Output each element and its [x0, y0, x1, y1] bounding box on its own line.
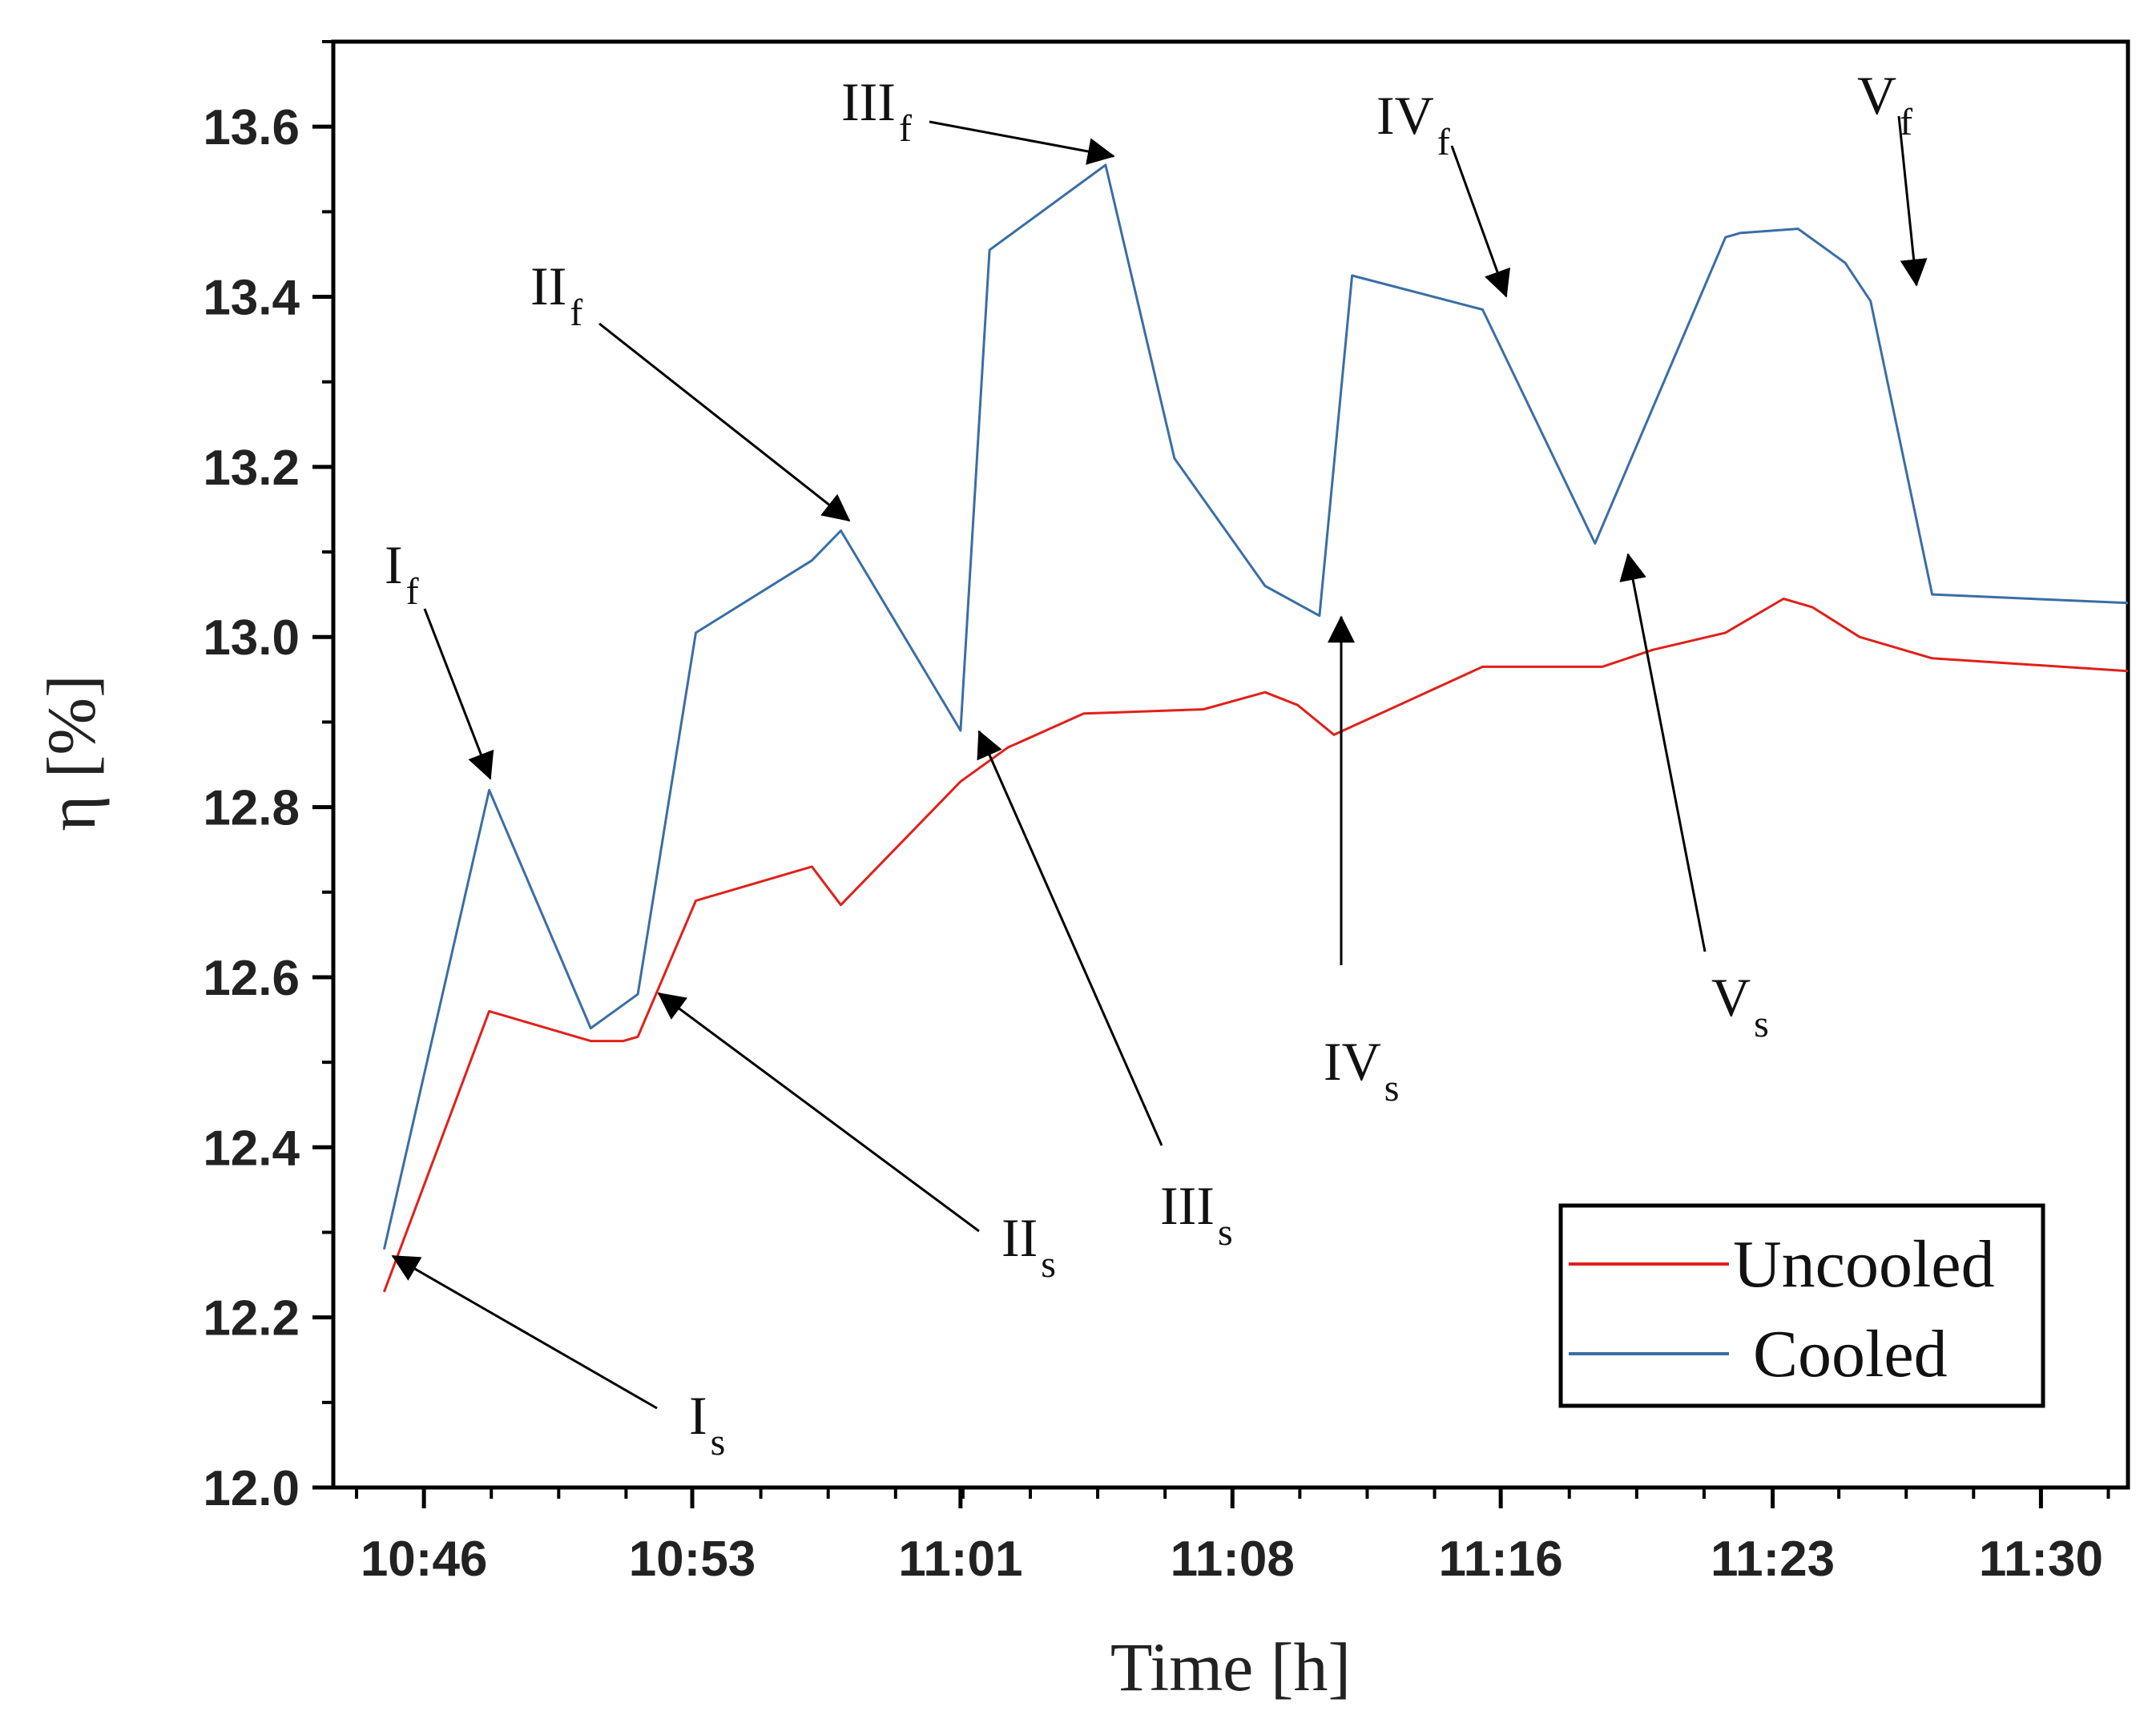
- x-tick-label: 11:16: [1439, 1532, 1563, 1587]
- y-tick-label: 12.2: [203, 1291, 300, 1347]
- x-tick-label: 11:30: [1979, 1532, 2103, 1587]
- annotation-arrow-if: [423, 608, 494, 780]
- y-tick-label: 12.6: [203, 951, 300, 1006]
- x-tick-label: 11:01: [898, 1532, 1022, 1587]
- annotation-label-iiif: IIIf: [841, 71, 912, 150]
- annotation-label-iis: IIs: [1001, 1207, 1056, 1286]
- annotation-label-iiis: IIIs: [1160, 1175, 1233, 1254]
- y-tick-label: 13.2: [203, 441, 300, 496]
- legend: Uncooled Cooled: [1558, 1203, 2045, 1408]
- legend-label-cooled: Cooled: [1753, 1317, 1948, 1391]
- annotation-arrow-is: [391, 1254, 658, 1410]
- legend-label-uncooled: Uncooled: [1733, 1227, 1995, 1302]
- annotation-label-vs: Vs: [1711, 967, 1769, 1045]
- annotation-arrow-iis: [657, 992, 980, 1233]
- x-axis-ticks: 10:46 10:53 11:01 11:08 11:16 11:23 11:30: [355, 1488, 2110, 1587]
- annotation-label-vf: Vf: [1857, 65, 1912, 143]
- annotation-arrow-iiis: [977, 730, 1163, 1146]
- y-tick-label: 12.4: [203, 1121, 300, 1176]
- y-axis-title: η [%]: [33, 674, 110, 831]
- y-tick-label: 13.6: [203, 100, 300, 155]
- x-axis-title: Time [h]: [1110, 1628, 1351, 1705]
- x-tick-label: 11:23: [1711, 1532, 1835, 1587]
- y-tick-label: 12.0: [203, 1461, 300, 1516]
- series-layer: [382, 163, 2129, 1293]
- annotation-label-if: If: [385, 534, 419, 613]
- legend-box: [1558, 1203, 2045, 1408]
- annotation-arrow-iiif: [929, 120, 1115, 165]
- series-line-cooled: [382, 163, 2129, 1250]
- series-line-uncooled: [382, 598, 2129, 1293]
- y-axis-ticks: 12.0 12.2 12.4 12.6 12.8 13.0 13.2 13.4 13.6: [203, 40, 333, 1516]
- annotation-label-iif: IIf: [530, 256, 582, 334]
- y-tick-label: 13.4: [203, 271, 300, 326]
- annotation-arrow-iif: [598, 322, 851, 522]
- y-tick-label: 13.0: [203, 610, 300, 666]
- annotation-label-is: Is: [689, 1385, 725, 1463]
- annotation-arrow-vf: [1897, 115, 1928, 287]
- annotation-arrow-vs: [1619, 553, 1707, 952]
- x-tick-label: 10:53: [629, 1532, 756, 1587]
- x-tick-label: 11:08: [1171, 1532, 1295, 1587]
- annotation-label-ivf: IVf: [1376, 85, 1450, 163]
- annotation-arrow-ivf: [1450, 145, 1511, 298]
- y-tick-label: 12.8: [203, 781, 300, 836]
- annotation-label-ivs: IVs: [1324, 1031, 1399, 1109]
- x-tick-label: 10:46: [361, 1532, 488, 1587]
